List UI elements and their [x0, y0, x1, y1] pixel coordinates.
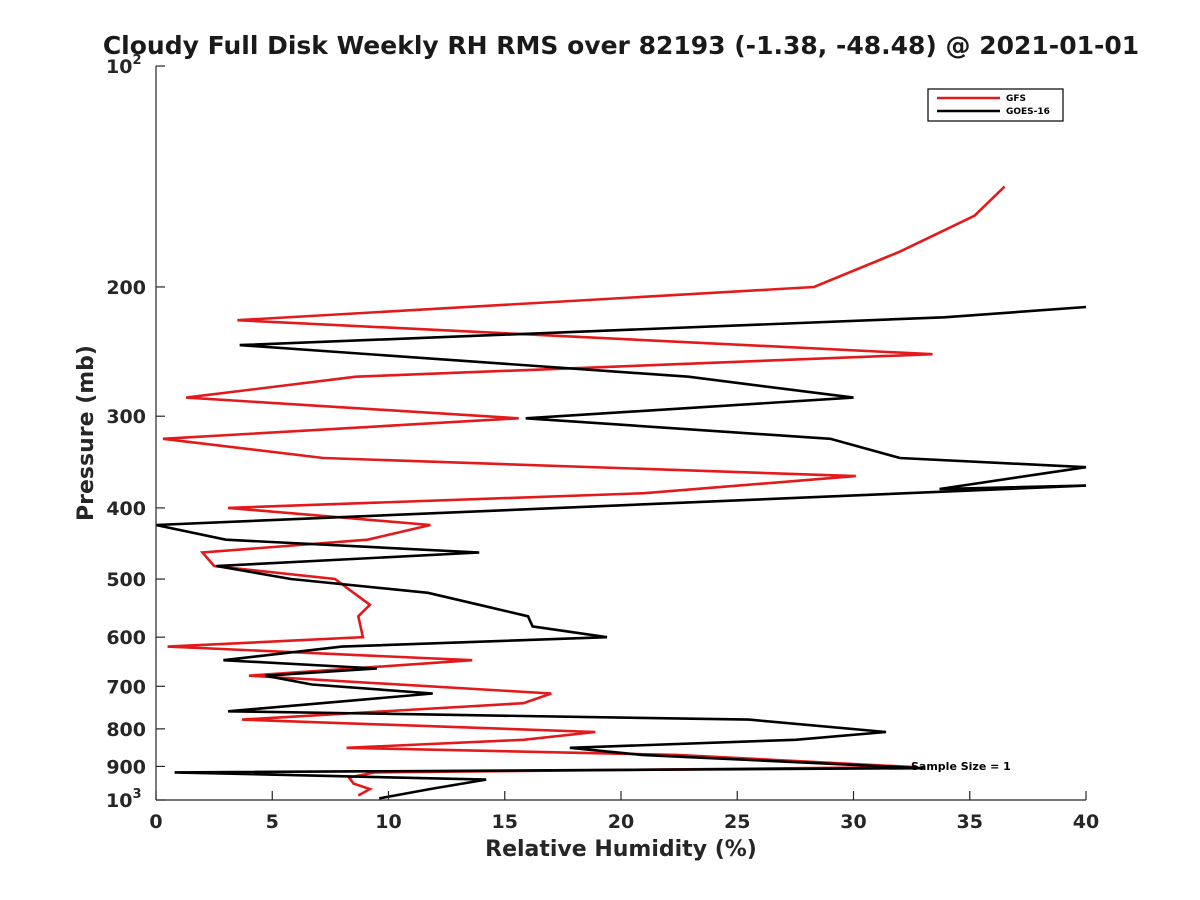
y-tick-label: 600 [106, 627, 146, 649]
y-tick-label: 200 [106, 277, 146, 299]
x-tick-label: 30 [840, 811, 866, 833]
legend: GFS GOES-16 [927, 88, 1064, 122]
x-tick-label: 20 [608, 811, 634, 833]
legend-label-gfs: GFS [1006, 94, 1026, 104]
plot-area: 0 5 10 15 20 25 30 35 40 102 200 300 400 500 600 700 80… [106, 53, 1099, 833]
legend-box [927, 88, 1064, 122]
x-tick-label: 40 [1073, 811, 1099, 833]
x-tick-label: 15 [492, 811, 518, 833]
chart-title: Cloudy Full Disk Weekly RH RMS over 8219… [103, 31, 1139, 60]
x-tick-label: 25 [724, 811, 750, 833]
sample-size-annotation: Sample Size = 1 [911, 760, 1011, 773]
y-axis-label: Pressure (mb) [74, 345, 99, 521]
series-layer [155, 185, 1087, 800]
series-line-gfs [162, 185, 1006, 797]
x-axis-label: Relative Humidity (%) [485, 837, 757, 862]
x-axis-ticks: 0 5 10 15 20 25 30 35 40 [149, 791, 1099, 833]
series-line-goes16 [155, 305, 1087, 800]
y-tick-label: 900 [106, 756, 146, 778]
y-tick-label: 500 [106, 569, 146, 591]
y-axis-ticks: 102 200 300 400 500 600 700 800 900 103 [106, 53, 165, 812]
y-tick-label: 700 [106, 676, 146, 698]
y-tick-label: 400 [106, 498, 146, 520]
legend-label-goes16: GOES-16 [1006, 107, 1050, 117]
x-tick-label: 10 [375, 811, 401, 833]
x-tick-label: 5 [266, 811, 279, 833]
y-tick-label: 300 [106, 406, 146, 428]
x-tick-label: 35 [957, 811, 983, 833]
y-tick-label: 103 [106, 787, 142, 812]
y-tick-label: 800 [106, 719, 146, 741]
x-tick-label: 0 [149, 811, 162, 833]
y-tick-label: 102 [106, 53, 142, 78]
